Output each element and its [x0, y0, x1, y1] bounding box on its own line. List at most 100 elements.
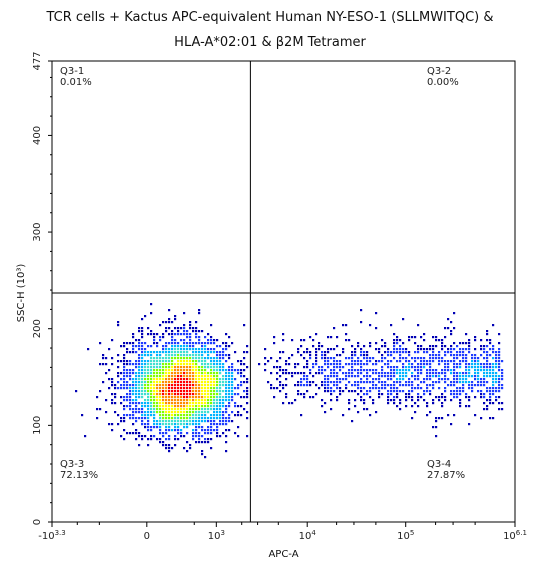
event-dot [381, 366, 384, 369]
event-dot [180, 414, 183, 417]
event-dot [120, 372, 123, 375]
event-dot [213, 384, 216, 387]
event-dot [360, 366, 363, 369]
event-dot [147, 360, 150, 363]
event-dot [375, 348, 378, 351]
event-dot [171, 375, 174, 378]
event-dot [477, 381, 480, 384]
event-dot [123, 357, 126, 360]
event-dot [411, 363, 414, 366]
event-dot [219, 360, 222, 363]
event-dot [174, 348, 177, 351]
event-dot [474, 375, 477, 378]
event-dot [420, 381, 423, 384]
event-dot [459, 360, 462, 363]
event-dot [135, 387, 138, 390]
event-dot [219, 423, 222, 426]
event-dot [135, 351, 138, 354]
event-dot [201, 399, 204, 402]
event-dot [462, 354, 465, 357]
event-dot [225, 393, 228, 396]
event-dot [132, 417, 135, 420]
event-dot [417, 387, 420, 390]
event-dot [477, 372, 480, 375]
event-dot [396, 387, 399, 390]
event-dot [189, 396, 192, 399]
event-dot [492, 369, 495, 372]
event-dot [486, 366, 489, 369]
event-dot [171, 429, 174, 432]
quadrant-name: Q3-4 [427, 459, 451, 470]
event-dot [210, 396, 213, 399]
event-dot [327, 378, 330, 381]
event-dot [282, 372, 285, 375]
event-dot [285, 384, 288, 387]
event-dot [432, 348, 435, 351]
event-dot [216, 390, 219, 393]
event-dot [420, 387, 423, 390]
event-dot [429, 354, 432, 357]
event-dot [414, 342, 417, 345]
event-dot [171, 387, 174, 390]
event-dot [282, 333, 285, 336]
y-tick-label: 200 [32, 319, 43, 338]
event-dot [429, 384, 432, 387]
event-dot [168, 402, 171, 405]
event-dot [186, 357, 189, 360]
event-dot [372, 357, 375, 360]
event-dot [237, 405, 240, 408]
event-dot [192, 330, 195, 333]
event-dot [162, 348, 165, 351]
event-dot [459, 351, 462, 354]
event-dot [144, 351, 147, 354]
event-dot [237, 435, 240, 438]
event-dot [309, 396, 312, 399]
event-dot [372, 399, 375, 402]
event-dot [201, 408, 204, 411]
event-dot [186, 384, 189, 387]
event-dot [315, 393, 318, 396]
event-dot [453, 366, 456, 369]
event-dot [162, 345, 165, 348]
event-dot [183, 375, 186, 378]
event-dot [405, 381, 408, 384]
event-dot [123, 396, 126, 399]
event-dot [447, 318, 450, 321]
event-dot [372, 381, 375, 384]
event-dot [396, 390, 399, 393]
event-dot [357, 411, 360, 414]
event-dot [207, 399, 210, 402]
y-tick-label: 0 [32, 519, 43, 525]
event-dot [498, 378, 501, 381]
event-dot [348, 402, 351, 405]
event-dot [195, 381, 198, 384]
event-dot [294, 372, 297, 375]
event-dot [162, 384, 165, 387]
event-dot [387, 366, 390, 369]
event-dot [432, 372, 435, 375]
event-dot [135, 372, 138, 375]
event-dot [306, 360, 309, 363]
event-dot [180, 411, 183, 414]
event-dot [210, 447, 213, 450]
event-dot [429, 375, 432, 378]
event-dot [204, 360, 207, 363]
event-dot [165, 381, 168, 384]
event-dot [195, 360, 198, 363]
event-dot [468, 366, 471, 369]
event-dot [222, 348, 225, 351]
event-dot [432, 399, 435, 402]
event-dot [147, 429, 150, 432]
event-dot [147, 444, 150, 447]
event-dot [165, 438, 168, 441]
event-dot [393, 333, 396, 336]
event-dot [321, 384, 324, 387]
event-dot [183, 420, 186, 423]
event-dot [132, 393, 135, 396]
event-dot [312, 345, 315, 348]
event-dot [162, 369, 165, 372]
event-dot [390, 384, 393, 387]
event-dot [396, 393, 399, 396]
event-dot [483, 393, 486, 396]
event-dot [123, 363, 126, 366]
